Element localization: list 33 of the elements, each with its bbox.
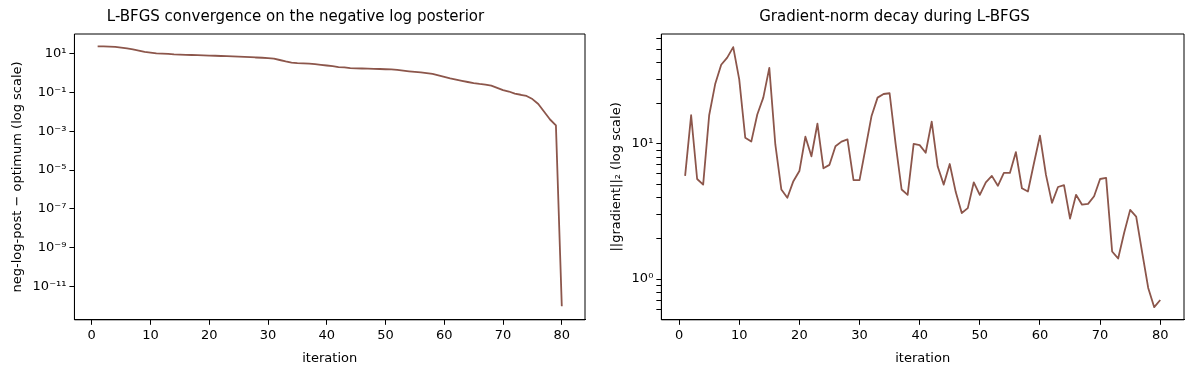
x-axis-title: iteration <box>895 349 951 365</box>
y-tick-label: 10⁰ <box>631 270 654 286</box>
chart-title: L-BFGS convergence on the negative log posterior <box>106 6 486 25</box>
x-tick-label: 40 <box>911 326 928 342</box>
y-tick-label: 10⁻¹ <box>37 83 67 99</box>
y-tick-label: 10⁻¹¹ <box>32 278 67 294</box>
x-tick-label: 80 <box>553 326 571 342</box>
x-tick-label: 40 <box>318 326 336 342</box>
chart-title: Gradient-norm decay during L-BFGS <box>759 6 1030 25</box>
x-tick-label: 60 <box>436 326 453 342</box>
y-tick-label: 10⁻⁵ <box>37 161 67 177</box>
x-tick-label: 0 <box>674 326 684 342</box>
y-axis-title: neg-log-post − optimum (log scale) <box>9 61 25 293</box>
y-axis-title: ||gradient||₂ (log scale) <box>608 102 624 252</box>
x-tick-label: 20 <box>791 326 808 342</box>
x-tick-label: 80 <box>1151 326 1169 342</box>
x-tick-label: 70 <box>1091 326 1109 342</box>
x-tick-label: 50 <box>971 326 989 342</box>
y-tick-label: 10¹ <box>44 44 67 60</box>
y-tick-label: 10⁻⁹ <box>37 239 67 255</box>
x-tick-label: 20 <box>200 326 218 342</box>
x-tick-label: 0 <box>87 326 96 342</box>
y-tick-label: 10¹ <box>631 135 654 151</box>
x-tick-label: 50 <box>377 326 394 342</box>
x-tick-label: 70 <box>494 326 512 342</box>
x-tick-label: 30 <box>259 326 277 342</box>
x-tick-label: 10 <box>730 326 748 342</box>
x-axis-title: iteration <box>302 349 358 365</box>
y-tick-label: 10⁻³ <box>37 122 67 138</box>
x-tick-label: 60 <box>1031 326 1049 342</box>
x-tick-label: 30 <box>851 326 868 342</box>
x-tick-label: 10 <box>142 326 159 342</box>
y-tick-label: 10⁻⁷ <box>37 200 67 216</box>
